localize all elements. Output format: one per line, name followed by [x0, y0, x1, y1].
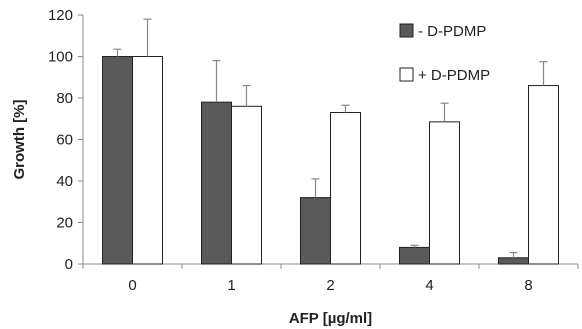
- legend-swatch: [399, 67, 414, 82]
- legend: - D-PDMP + D-PDMP: [399, 23, 490, 84]
- x-axis-title: AFP [µg/ml]: [289, 310, 372, 327]
- x-tick-label: 2: [326, 277, 334, 294]
- bar-plus-dpdmp: [330, 112, 361, 265]
- x-tick-label: 8: [524, 277, 532, 294]
- bar-plus-dpdmp: [231, 105, 262, 265]
- x-tick-label: 0: [128, 277, 136, 294]
- y-tick-label: 60: [56, 132, 73, 149]
- bar-plus-dpdmp: [528, 85, 559, 265]
- bar-plus-dpdmp: [429, 121, 460, 265]
- bar-minus-dpdmp: [300, 197, 331, 265]
- y-tick-label: 120: [48, 7, 73, 24]
- x-tick-label: 1: [227, 277, 235, 294]
- error-bars: [113, 18, 548, 258]
- y-tick-label: 100: [48, 49, 73, 66]
- bar-minus-dpdmp: [201, 101, 232, 265]
- x-tick-label: 4: [425, 277, 433, 294]
- y-tick-label: 0: [65, 256, 73, 273]
- bars: [102, 56, 559, 265]
- legend-label: + D-PDMP: [418, 67, 490, 84]
- y-tick-label: 20: [56, 215, 73, 232]
- legend-swatch: [399, 23, 414, 38]
- y-tick-label: 80: [56, 90, 73, 107]
- bar-minus-dpdmp: [399, 246, 430, 265]
- x-axis: 0 1 2 4 8: [82, 263, 579, 294]
- y-tick-label: 40: [56, 173, 73, 190]
- y-axis-title: Growth [%]: [11, 100, 28, 180]
- bar-plus-dpdmp: [132, 56, 163, 265]
- y-axis: 0 20 40 60 80 100 120: [48, 7, 84, 273]
- bar-minus-dpdmp: [102, 56, 133, 265]
- legend-label: - D-PDMP: [418, 23, 486, 40]
- bar-minus-dpdmp: [498, 257, 529, 265]
